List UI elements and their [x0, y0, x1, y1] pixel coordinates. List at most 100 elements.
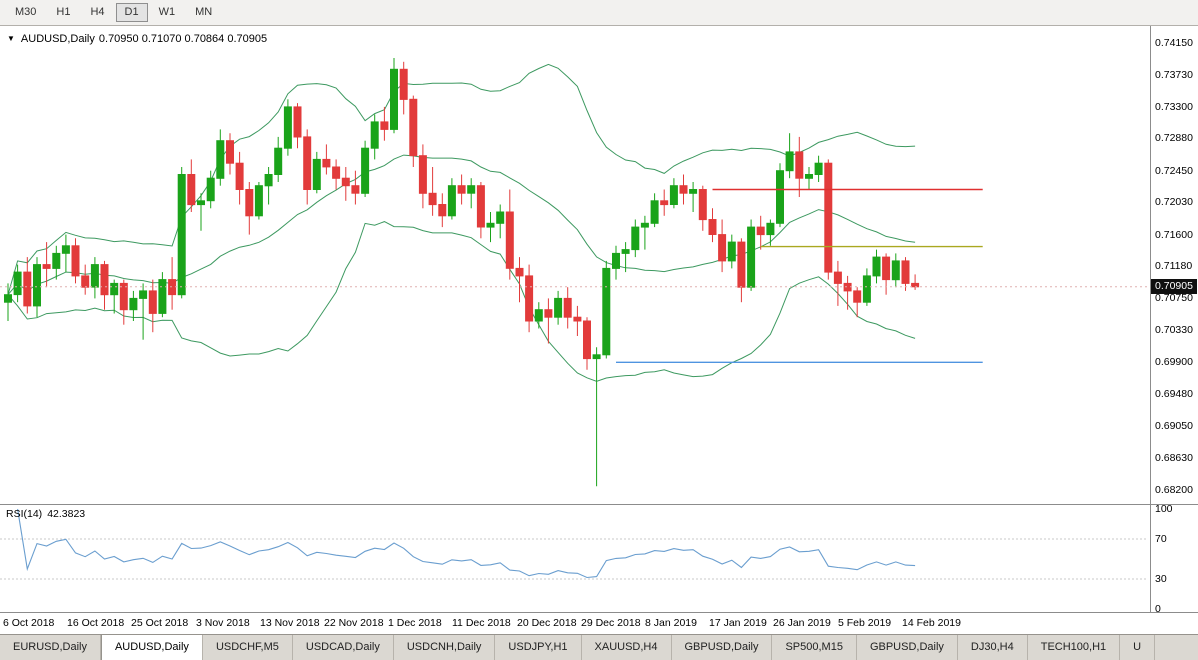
price-axis-label: 0.69900: [1155, 356, 1193, 368]
candle-body: [42, 264, 51, 269]
candle-body: [312, 158, 321, 190]
chart-tab-tech100-h1[interactable]: TECH100,H1: [1028, 635, 1121, 660]
price-chart-canvas[interactable]: [0, 26, 1150, 505]
price-axis-label: 0.72880: [1155, 132, 1193, 144]
candle-body: [776, 170, 784, 224]
candle-body: [727, 241, 736, 262]
chart-tab-u[interactable]: U: [1120, 635, 1156, 660]
candle-body: [197, 200, 205, 206]
date-label: 20 Dec 2018: [517, 617, 577, 629]
candle-body: [303, 136, 312, 190]
price-axis-label: 0.69480: [1155, 388, 1193, 400]
chart-tab-usdcad-daily[interactable]: USDCAD,Daily: [293, 635, 394, 660]
chart-tab-xauusd-h4[interactable]: XAUUSD,H4: [582, 635, 672, 660]
timeframe-button-h4[interactable]: H4: [90, 5, 105, 18]
candle-body: [13, 271, 22, 296]
candle-body: [805, 174, 813, 179]
chart-tab-eurusd-daily[interactable]: EURUSD,Daily: [0, 635, 101, 660]
date-label: 8 Jan 2019: [645, 617, 697, 629]
candle-body: [756, 226, 765, 236]
candle-body: [901, 260, 910, 284]
timeframe-button-mn[interactable]: MN: [195, 5, 213, 18]
chart-tab-gbpusd-daily[interactable]: GBPUSD,Daily: [857, 635, 958, 660]
candle-body: [766, 222, 775, 236]
candle-body: [283, 106, 292, 149]
candle-body: [447, 185, 456, 217]
candle-body: [428, 192, 437, 206]
candle-body: [853, 290, 862, 303]
candle-body: [110, 282, 119, 296]
candle-body: [679, 185, 688, 194]
chart-tab-usdchf-m5[interactable]: USDCHF,M5: [203, 635, 293, 660]
chart-tab-usdjpy-h1[interactable]: USDJPY,H1: [495, 635, 582, 660]
date-label: 11 Dec 2018: [452, 617, 511, 629]
candle-body: [650, 200, 659, 224]
rsi-axis-label: 30: [1155, 573, 1167, 585]
candle-body: [467, 185, 476, 194]
candle-body: [505, 211, 514, 269]
price-axis-label: 0.73730: [1155, 69, 1193, 81]
price-axis-label: 0.70750: [1155, 292, 1193, 304]
time-axis[interactable]: 6 Oct 2018 16 Oct 2018 25 Oct 2018 3 Nov 20…: [0, 613, 1150, 634]
price-axis-label: 0.74150: [1155, 37, 1193, 49]
chart-tab-gbpusd-daily[interactable]: GBPUSD,Daily: [672, 635, 773, 660]
date-label: 25 Oct 2018: [131, 617, 189, 629]
candle-body: [100, 264, 109, 296]
rsi-axis-label: 100: [1155, 503, 1173, 515]
timeframe-button-d1[interactable]: D1: [115, 2, 148, 23]
rsi-axis-label: 0: [1155, 603, 1161, 615]
candle-body: [534, 309, 543, 322]
candle-body: [911, 282, 920, 288]
candle-body: [293, 106, 302, 138]
chart-tab-usdcnh-daily[interactable]: USDCNH,Daily: [394, 635, 496, 660]
candle-body: [583, 320, 591, 360]
chart-tab-bar: EURUSD,Daily AUDUSD,Daily USDCHF,M5 USDCAD,…: [0, 634, 1198, 660]
timeframe-toolbar: M30 H1 H4 D1 W1 MN: [0, 0, 1198, 26]
date-label: 5 Feb 2019: [838, 617, 892, 629]
candle-body: [351, 185, 360, 194]
candle-body: [882, 256, 891, 281]
timeframe-button-h1[interactable]: H1: [56, 5, 71, 18]
candle-body: [409, 98, 418, 157]
chart-tab-dj30-h4[interactable]: DJ30,H4: [958, 635, 1028, 660]
candle-body: [872, 256, 881, 277]
candle-body: [476, 185, 485, 228]
candle-body: [515, 267, 524, 277]
candle-body: [496, 211, 505, 224]
candle-body: [592, 354, 601, 360]
candle-body: [274, 147, 283, 175]
candle-body: [525, 275, 534, 322]
bollinger-upper-band: [7, 63, 916, 295]
candle-body: [640, 222, 649, 228]
candle-body: [341, 177, 350, 187]
chart-tab-sp500-m15[interactable]: SP500,M15: [772, 635, 857, 660]
price-axis-label: 0.71600: [1155, 229, 1193, 241]
date-label: 17 Jan 2019: [709, 617, 767, 629]
candle-body: [90, 264, 99, 288]
candle-body: [785, 151, 794, 172]
candle-body: [264, 174, 273, 187]
price-axis-label: 0.69050: [1155, 420, 1193, 432]
panel-splitter[interactable]: [0, 504, 1198, 505]
date-label: 14 Feb 2019: [902, 617, 961, 629]
rsi-line: [17, 508, 916, 579]
price-axis[interactable]: 0.70905 0.74150 0.73730 0.73300 0.72880 0.72…: [1151, 0, 1198, 634]
date-label: 13 Nov 2018: [260, 617, 320, 629]
candle-body: [708, 219, 717, 235]
candle-body: [862, 275, 871, 303]
candle-body: [158, 279, 167, 314]
timeframe-button-w1[interactable]: W1: [158, 5, 176, 18]
candle-body: [139, 290, 148, 299]
price-axis-label: 0.68630: [1155, 452, 1193, 464]
chart-tab-audusd-daily[interactable]: AUDUSD,Daily: [100, 635, 203, 660]
candle-body: [71, 245, 80, 277]
timeframe-button-m30[interactable]: M30: [15, 5, 37, 18]
candle-body: [119, 282, 128, 311]
price-axis-separator: [1150, 26, 1151, 612]
candle-body: [602, 267, 611, 356]
candle-body: [168, 279, 177, 296]
rsi-name: RSI(14): [6, 508, 43, 520]
candle-body: [747, 226, 756, 288]
candle-body: [833, 271, 842, 284]
rsi-indicator-canvas[interactable]: [0, 505, 1150, 612]
